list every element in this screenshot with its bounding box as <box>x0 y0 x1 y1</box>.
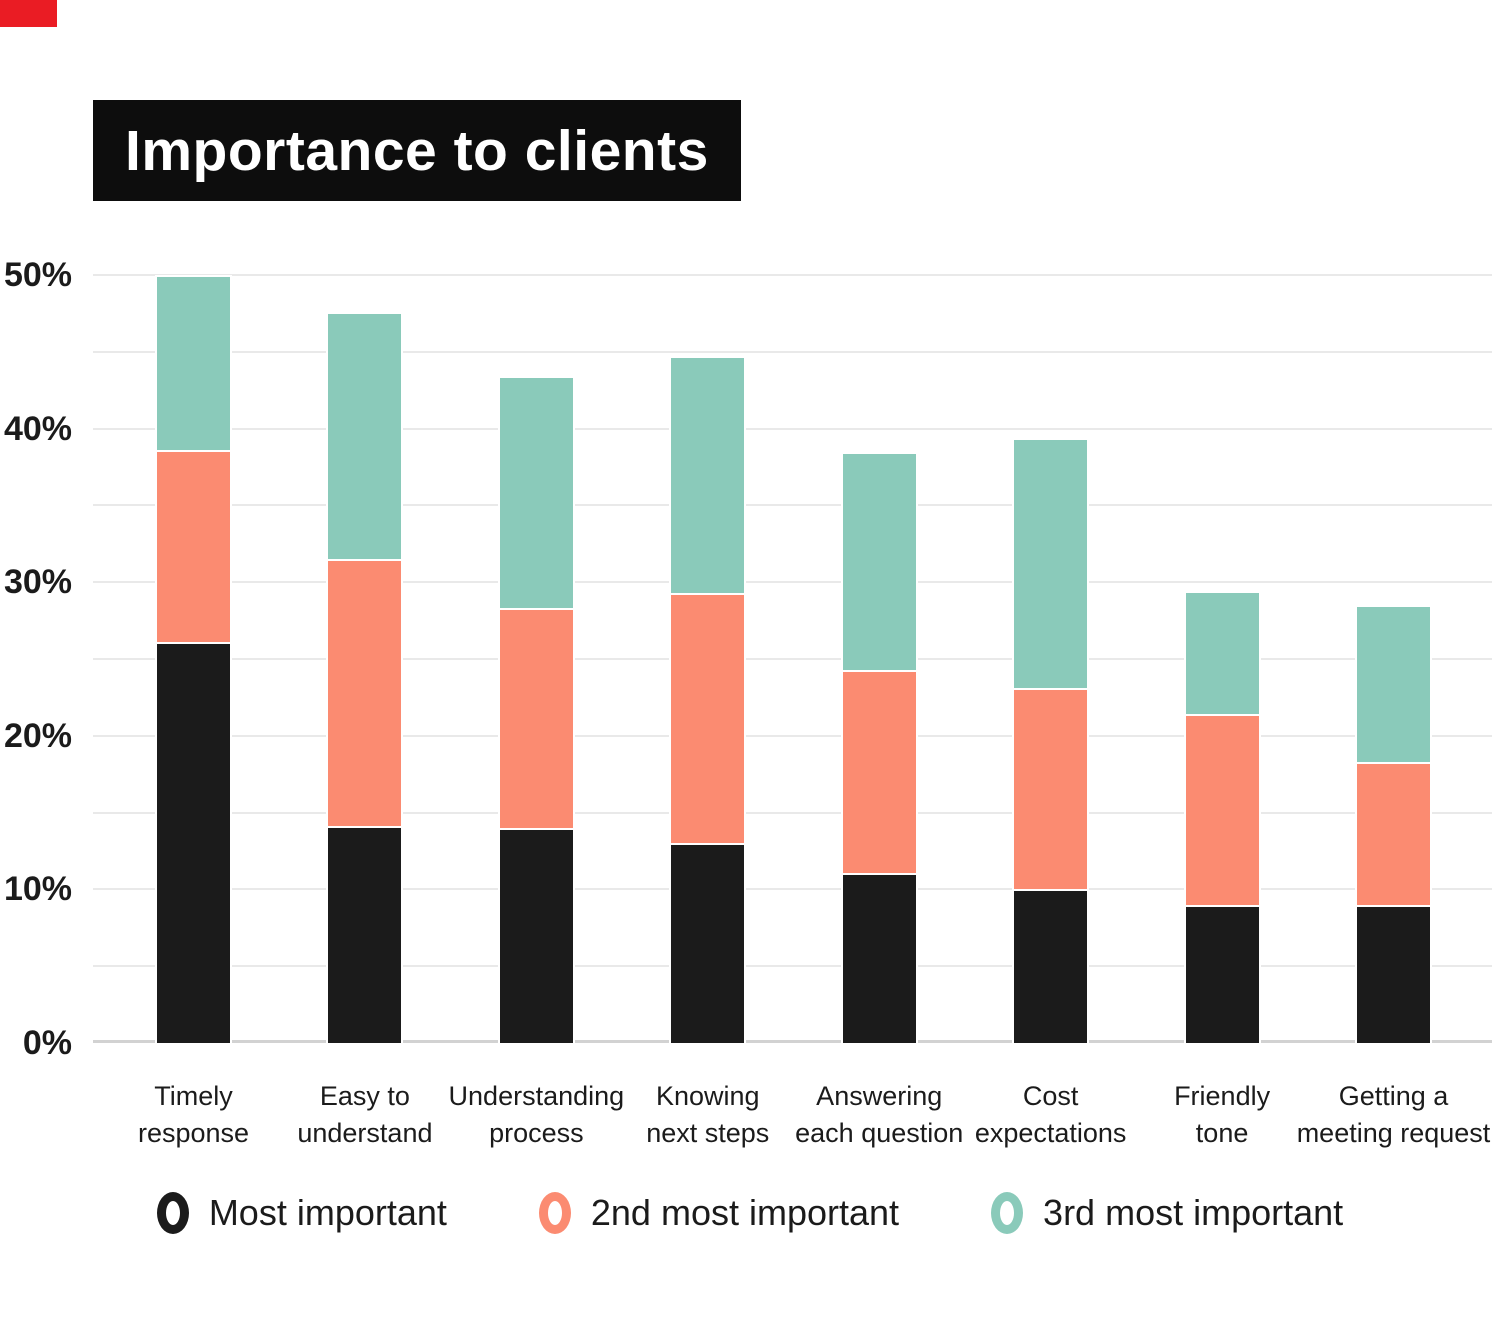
bar-segment <box>1183 714 1261 905</box>
bar-segment <box>155 275 232 451</box>
bar-segment <box>669 843 747 1043</box>
bar-segment <box>669 592 747 844</box>
x-category-label-line: meeting request <box>1296 1118 1491 1148</box>
bar-segment <box>1355 605 1432 762</box>
gridline <box>93 274 1492 276</box>
legend-label: Most important <box>208 1192 447 1233</box>
bar-segment <box>326 559 404 827</box>
bar-segment <box>1012 437 1090 689</box>
x-category-label-line: response <box>137 1118 250 1148</box>
legend-label: 2nd most important <box>590 1192 900 1233</box>
bar-segment <box>326 826 404 1043</box>
gridline <box>93 427 1492 430</box>
x-category-label-line: Easy to <box>319 1081 410 1111</box>
legend-label: 3rd most important <box>1043 1192 1344 1233</box>
bar-segment <box>840 872 918 1043</box>
x-category-label: Timely response <box>138 1078 249 1152</box>
gridline <box>93 965 1492 968</box>
bar-segment <box>1183 591 1261 715</box>
x-category-label-line: process <box>489 1118 584 1148</box>
corner-accent-mark <box>0 0 57 27</box>
bar-segment <box>840 669 918 873</box>
gridline <box>93 811 1492 814</box>
x-category-label-line: Timely <box>154 1081 233 1111</box>
bar-answering-each-question <box>840 451 918 1043</box>
bar-segment <box>1012 889 1090 1043</box>
x-category-label-line: Answering <box>816 1081 943 1111</box>
gridline <box>93 888 1492 891</box>
bar-segment <box>669 356 747 593</box>
x-category-label: Friendly tone <box>1174 1078 1270 1152</box>
gridline <box>93 581 1492 584</box>
legend-ring-icon <box>156 1192 189 1234</box>
x-axis-line <box>93 1040 1492 1043</box>
bar-segment <box>840 451 918 670</box>
x-axis-labels: Timely response Easy to understand Understan… <box>0 1068 1500 1168</box>
y-tick-label: 40% <box>3 409 72 448</box>
gridline <box>93 350 1492 353</box>
x-category-label-line: each question <box>795 1118 964 1148</box>
x-category-label-line: tone <box>1195 1118 1249 1148</box>
bar-friendly-tone <box>1183 591 1261 1043</box>
x-category-label-line: Friendly <box>1174 1081 1271 1111</box>
bar-segment <box>497 608 575 828</box>
bar-segment <box>1355 904 1432 1043</box>
x-category-label-line: Getting a <box>1338 1081 1449 1111</box>
y-tick-label: 10% <box>3 870 72 909</box>
x-category-label: Getting a meeting request <box>1297 1078 1491 1152</box>
bar-understanding-process <box>497 376 575 1043</box>
bar-cost-expectations <box>1012 437 1090 1043</box>
bar-segment <box>155 450 232 643</box>
bar-segment <box>1355 761 1432 905</box>
y-tick-label: 20% <box>3 716 72 755</box>
x-category-label: Cost expectations <box>975 1078 1127 1152</box>
bar-segment <box>1012 688 1090 890</box>
legend-item: Most important <box>156 1192 447 1234</box>
gridline <box>93 504 1492 507</box>
bar-segment <box>497 376 575 609</box>
legend-ring-icon <box>538 1192 571 1234</box>
x-category-label-line: Knowing <box>655 1081 760 1111</box>
x-category-label-line: Understanding <box>448 1081 625 1111</box>
y-tick-label: 30% <box>3 563 72 602</box>
bar-knowing-next-steps <box>669 356 747 1043</box>
x-category-label-line: Cost <box>1022 1081 1079 1111</box>
plot-area <box>93 274 1492 1043</box>
x-category-label: Answering each question <box>795 1078 963 1152</box>
y-tick-label: 50% <box>3 256 72 294</box>
x-category-label: Easy to understand <box>297 1078 432 1152</box>
gridline <box>93 658 1492 660</box>
bar-timely-response <box>155 275 232 1043</box>
bar-segment <box>1183 904 1261 1043</box>
x-category-label-line: understand <box>297 1118 433 1148</box>
x-category-label: Understanding process <box>449 1078 625 1152</box>
y-tick-label: 0% <box>22 1024 72 1062</box>
legend-item: 2nd most important <box>538 1192 900 1234</box>
bar-segment <box>497 827 575 1043</box>
legend-ring-icon <box>991 1192 1024 1234</box>
bar-getting-a-meeting-request <box>1355 605 1432 1043</box>
bar-easy-to-understand <box>326 311 404 1043</box>
x-category-label-line: next steps <box>646 1118 770 1148</box>
bar-segment <box>326 311 404 560</box>
legend-item: 3rd most important <box>991 1192 1343 1234</box>
legend: Most important 2nd most important 3rd most… <box>0 1192 1500 1234</box>
gridline <box>93 734 1492 737</box>
bar-segment <box>155 642 232 1043</box>
x-category-label: Knowing next steps <box>646 1078 769 1152</box>
title-banner: Importance to clients <box>93 100 741 201</box>
chart-title: Importance to clients <box>125 118 709 183</box>
x-category-label-line: expectations <box>974 1118 1127 1148</box>
